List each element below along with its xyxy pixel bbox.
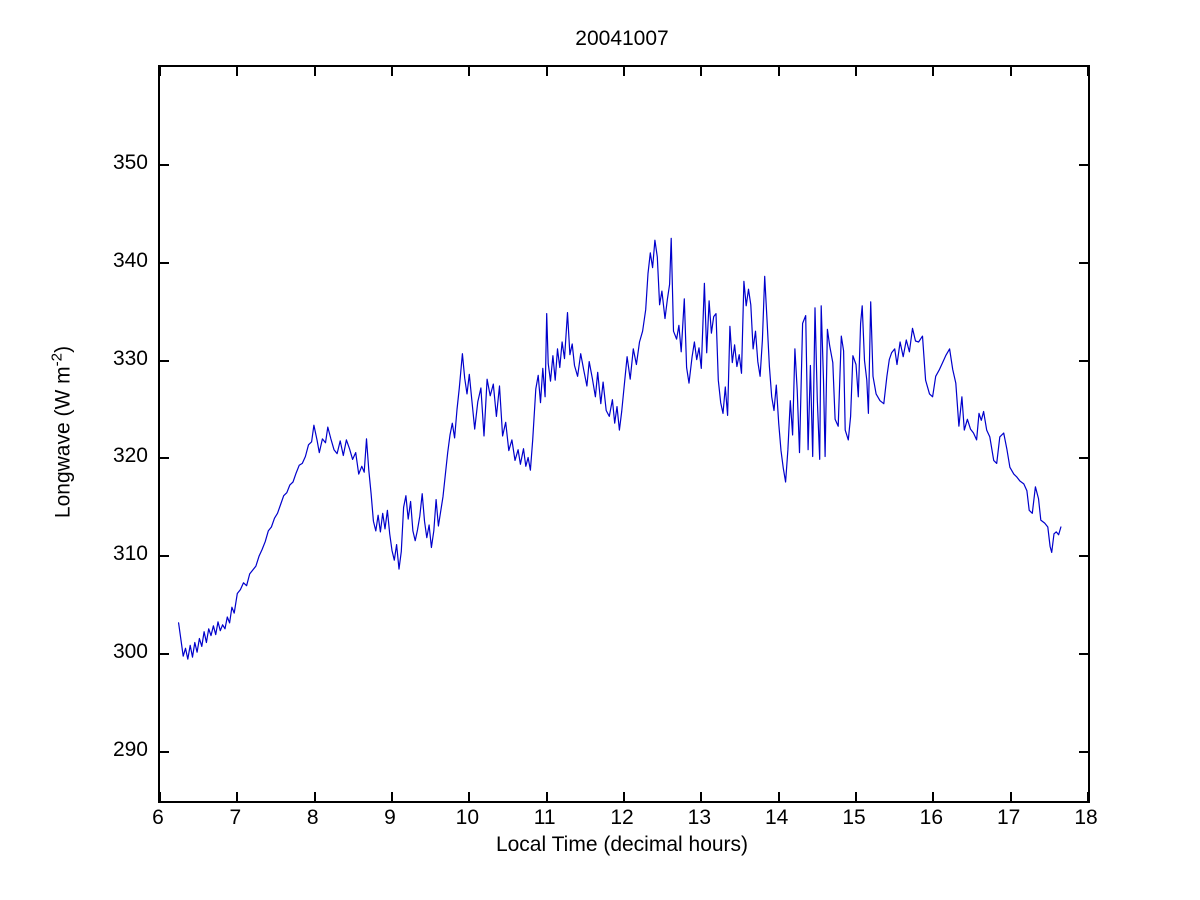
x-tick-top <box>623 67 625 76</box>
series-svg <box>178 237 1062 660</box>
y-axis-label: Longwave (W m-2) <box>49 346 76 518</box>
x-tick <box>623 792 625 801</box>
y-axis-label-suffix: ) <box>51 345 75 353</box>
x-tick-label: 11 <box>533 806 556 829</box>
x-tick <box>391 792 393 801</box>
x-tick-top <box>545 67 548 76</box>
y-tick-right <box>1079 751 1088 754</box>
x-axis-label: Local Time (decimal hours) <box>495 833 749 856</box>
y-tick <box>160 555 169 558</box>
chart-title: 20041007 <box>575 27 669 50</box>
y-tick <box>160 359 169 362</box>
y-tick-label: 350 <box>112 150 148 174</box>
x-tick <box>236 792 239 801</box>
x-tick-label: 6 <box>152 806 164 829</box>
y-tick-right <box>1079 359 1088 362</box>
x-tick <box>932 792 935 801</box>
y-tick <box>160 653 169 656</box>
x-tick-label: 14 <box>764 806 789 829</box>
x-tick-top <box>159 67 161 76</box>
y-tick-label: 290 <box>112 738 148 762</box>
x-tick-top <box>855 67 857 76</box>
y-tick-label: 320 <box>112 444 148 468</box>
x-tick <box>777 792 780 801</box>
x-tick-top <box>700 67 703 76</box>
y-tick-label: 300 <box>112 640 148 664</box>
x-tick-label: 8 <box>306 806 319 829</box>
y-tick-right <box>1079 555 1088 558</box>
x-tick <box>855 792 857 801</box>
x-tick <box>1009 792 1012 801</box>
x-tick-top <box>236 67 239 76</box>
y-tick <box>160 751 169 754</box>
x-tick <box>159 792 161 801</box>
y-tick-label: 330 <box>112 346 148 370</box>
x-tick <box>545 792 548 801</box>
x-tick-top <box>777 67 780 76</box>
plot-area <box>158 65 1090 803</box>
x-tick <box>468 792 471 801</box>
y-tick-label: 340 <box>112 248 148 272</box>
x-tick-label: 9 <box>384 806 396 829</box>
y-tick <box>160 457 169 460</box>
x-tick-top <box>1009 67 1012 76</box>
x-tick <box>700 792 703 801</box>
x-tick-label: 10 <box>455 806 480 829</box>
y-axis-label-text: Longwave (W m <box>51 366 75 519</box>
y-tick-right <box>1079 163 1088 166</box>
x-tick-top <box>932 67 935 76</box>
y-tick-right <box>1079 457 1088 460</box>
x-tick-top <box>1087 67 1089 76</box>
x-tick-label: 18 <box>1074 806 1098 829</box>
x-tick-label: 17 <box>996 806 1021 829</box>
x-tick-label: 16 <box>919 806 944 829</box>
y-tick <box>160 261 169 264</box>
x-tick-label: 12 <box>610 806 634 829</box>
x-tick-top <box>391 67 393 76</box>
x-tick-label: 7 <box>229 806 242 829</box>
x-tick-top <box>468 67 471 76</box>
y-tick-right <box>1079 653 1088 656</box>
y-axis-label-superscript: -2 <box>48 352 66 367</box>
y-tick <box>160 163 169 166</box>
longwave-series-line <box>178 237 1062 660</box>
x-tick <box>1087 792 1089 801</box>
x-tick-label: 13 <box>687 806 712 829</box>
y-tick-label: 310 <box>112 542 148 566</box>
x-tick-top <box>313 67 316 76</box>
y-tick-right <box>1079 261 1088 264</box>
x-tick-label: 15 <box>842 806 866 829</box>
x-tick <box>313 792 316 801</box>
